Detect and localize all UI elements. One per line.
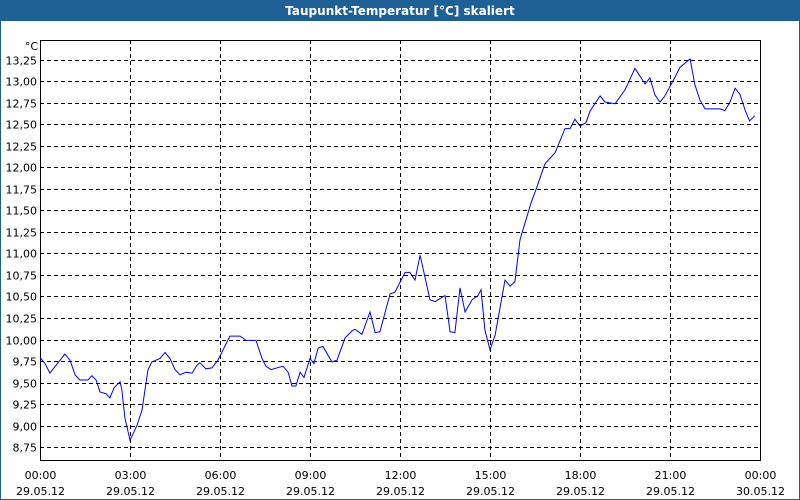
y-tick-label: 10,75 (6, 270, 38, 283)
x-tick-date-label: 29.05.12 (646, 485, 695, 498)
y-tick-label: 13,25 (6, 55, 38, 68)
y-tick-label: 8,75 (13, 442, 38, 455)
x-tick-date-label: 29.05.12 (376, 485, 425, 498)
x-tick-date-label: 30.05.12 (736, 485, 785, 498)
series-line-taupunkt (39, 57, 756, 442)
x-tick-date-label: 29.05.12 (466, 485, 515, 498)
y-tick-label: 10,00 (6, 335, 38, 348)
y-tick-label: 9,75 (13, 356, 38, 369)
x-tick-time-label: 06:00 (205, 469, 237, 482)
x-tick-time-label: 00:00 (745, 469, 777, 482)
x-tick-date-label: 29.05.12 (106, 485, 155, 498)
y-tick-label: 11,25 (6, 227, 38, 240)
x-tick-time-label: 00:00 (25, 469, 57, 482)
y-tick-label: 12,50 (6, 119, 38, 132)
y-tick-label: 10,25 (6, 313, 38, 326)
y-tick-label: 11,50 (6, 205, 38, 218)
plot-border (40, 40, 761, 461)
y-tick-label: 9,00 (13, 421, 38, 434)
x-tick-time-label: 18:00 (565, 469, 597, 482)
y-tick-label: 12,75 (6, 98, 38, 111)
x-tick-time-label: 09:00 (295, 469, 327, 482)
y-tick-label: 9,50 (13, 378, 38, 391)
x-tick-date-label: 29.05.12 (196, 485, 245, 498)
y-tick-label: 9,25 (13, 399, 38, 412)
y-tick-label: 10,50 (6, 291, 38, 304)
y-tick-label: 12,25 (6, 141, 38, 154)
x-tick-time-label: 12:00 (385, 469, 417, 482)
x-tick-time-label: 21:00 (655, 469, 687, 482)
y-tick-label: 11,75 (6, 184, 38, 197)
x-tick-time-label: 03:00 (115, 469, 147, 482)
x-tick-date-label: 29.05.12 (16, 485, 65, 498)
x-tick-time-label: 15:00 (475, 469, 507, 482)
window-title: Taupunkt-Temperatur [°C] skaliert (1, 1, 799, 21)
y-tick-label: 11,00 (6, 248, 38, 261)
y-tick-label: 12,00 (6, 162, 38, 175)
y-axis-unit-label: °C (25, 40, 39, 53)
x-tick-date-label: 29.05.12 (286, 485, 335, 498)
x-tick-date-label: 29.05.12 (556, 485, 605, 498)
y-tick-label: 13,00 (6, 76, 38, 89)
